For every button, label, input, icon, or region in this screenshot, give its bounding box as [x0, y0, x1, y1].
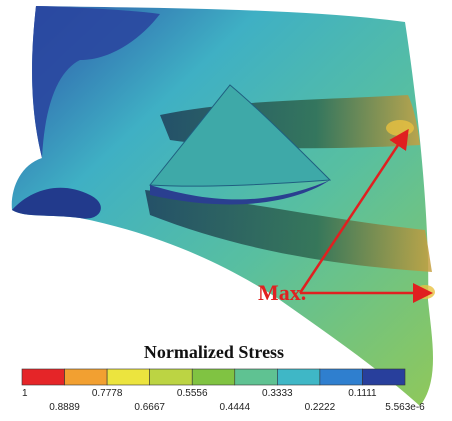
colorbar-label: 0.2222 [305, 402, 336, 413]
figure: Max. Normalized Stress 1 0.8889 0.7778 0.66… [0, 0, 452, 421]
colorbar-label: 0.4444 [219, 402, 250, 413]
colorbar-segment [277, 369, 320, 385]
colorbar-label: 0.5556 [177, 388, 208, 399]
colorbar: 1 0.8889 0.7778 0.6667 0.5556 0.4444 0.3333 0.2… [22, 369, 425, 413]
colorbar-segment [107, 369, 150, 385]
colorbar-segment [320, 369, 363, 385]
colorbar-label: 5.563e-6 [385, 402, 425, 413]
colorbar-title: Normalized Stress [144, 342, 284, 362]
colorbar-segment [150, 369, 193, 385]
colorbar-segment [192, 369, 235, 385]
colorbar-label: 0.1111 [348, 388, 377, 399]
colorbar-segment [65, 369, 108, 385]
colorbar-label: 1 [22, 388, 28, 399]
hotspot [386, 120, 414, 136]
colorbar-label: 0.3333 [262, 388, 293, 399]
colorbar-segment [362, 369, 405, 385]
colorbar-label: 0.8889 [49, 402, 80, 413]
colorbar-segment [235, 369, 278, 385]
colorbar-label: 0.7778 [92, 388, 123, 399]
annotation: Max. [258, 280, 306, 305]
colorbar-segment [22, 369, 65, 385]
colorbar-label: 0.6667 [134, 402, 165, 413]
